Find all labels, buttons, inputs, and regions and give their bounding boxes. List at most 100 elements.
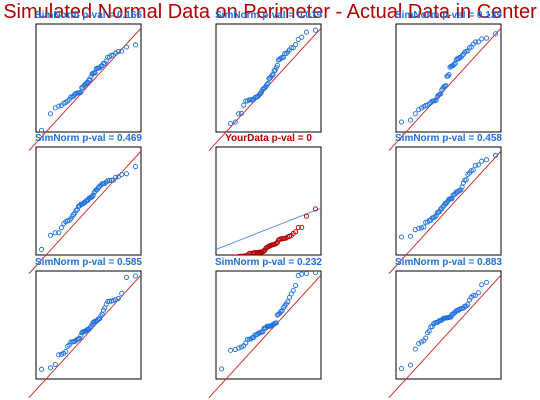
data-point [227,347,234,353]
data-point [52,230,58,236]
qq-plot [28,270,142,398]
data-point [449,196,455,202]
data-point [78,89,84,95]
data-point [56,230,62,236]
data-point [113,174,119,180]
data-point [227,120,234,127]
qq-panel-bottom-left: SimNorm p-val = 0.585 [28,257,149,398]
data-point [470,292,476,298]
data-point [463,303,469,309]
data-point [58,225,64,231]
qq-panel-top-right: SimNorm p-val = 0.139 [388,10,509,151]
panel-title: SimNorm p-val = 0.458 [395,133,502,144]
data-point [299,34,305,40]
data-point [52,361,58,367]
data-point [232,119,238,125]
qq-panel-top-center: SimNorm p-val = 0.019 [208,10,329,151]
qq-plot [28,146,142,274]
data-point [293,229,299,235]
plot-frame [395,270,502,380]
data-point [56,352,62,358]
data-point [293,282,299,288]
data-point [236,253,241,255]
data-point [63,348,69,355]
qq-plot [208,270,322,398]
data-point [279,308,285,314]
panel-title: YourData p-val = 0 [225,133,312,144]
data-point [132,273,139,279]
data-point [74,206,80,212]
data-point [299,271,305,277]
data-point [293,42,299,48]
data-point [312,206,319,212]
data-point [398,366,405,372]
data-point [483,279,490,285]
data-point [407,362,414,368]
data-point [451,61,457,67]
data-point [290,287,296,293]
data-point [89,194,95,200]
data-point [108,177,114,183]
data-point [236,345,242,351]
plot-frame [215,146,322,256]
data-point [465,302,471,308]
data-point [105,298,111,305]
qq-plot [208,23,322,151]
data-point [248,336,254,342]
data-point [299,224,305,230]
data-point [492,31,499,37]
reference-line [28,27,142,151]
data-point [412,346,418,352]
qq-plot [388,270,502,398]
plot-frame [35,146,142,256]
panel-title: SimNorm p-val = 0.883 [395,257,502,268]
qq-plot [215,146,322,256]
data-point [113,296,119,303]
page-title: Simulated Normal Data on Perimeter - Act… [3,1,537,23]
data-point [432,214,438,220]
data-point [68,216,74,222]
data-point [407,117,414,123]
qq-plot [388,146,502,274]
panel-title: SimNorm p-val = 0.139 [395,10,502,21]
data-point [87,77,93,83]
data-point [233,254,238,255]
data-point [483,157,490,163]
data-point [295,224,301,231]
panel-title: SimNorm p-val = 0.469 [35,133,142,144]
data-point [416,225,422,231]
data-point [458,187,464,193]
data-point [479,36,485,42]
data-point [252,95,258,101]
data-point [115,174,121,180]
data-point [312,27,319,33]
data-point [492,152,499,159]
plot-frame [35,270,142,380]
data-point [236,111,242,117]
data-point [303,29,310,35]
data-point [113,50,119,56]
data-point [56,103,62,109]
plot-frame [395,146,502,256]
data-point [132,42,139,48]
data-point [303,213,310,219]
data-point [119,171,125,178]
plot-frame [35,23,142,133]
data-point [473,162,479,168]
qq-plot [388,23,502,151]
data-point [132,163,139,170]
data-point [475,39,481,45]
data-point [115,49,121,55]
plot-frame [395,23,502,133]
data-point [398,119,405,125]
data-point [73,207,79,213]
reference-line [215,207,322,250]
data-point [460,180,466,186]
data-point [412,111,418,117]
reference-line [28,150,142,274]
data-point [273,320,279,326]
data-point [239,253,244,255]
data-point [398,234,405,240]
data-point [446,72,452,78]
data-point [421,224,427,230]
